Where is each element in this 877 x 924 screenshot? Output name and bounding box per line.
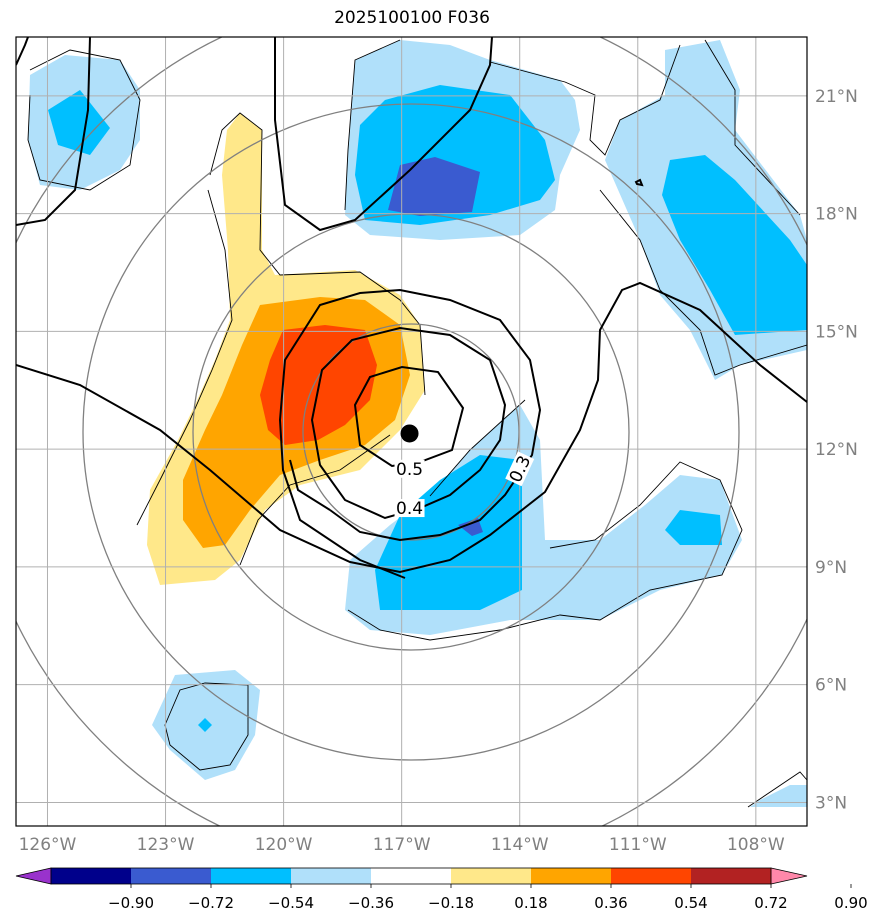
thin-contours: [27, 39, 807, 808]
x-tick-labels: 126°W 123°W 120°W 117°W 114°W 111°W 108°W: [19, 835, 785, 855]
colorbar-extend-high: [770, 867, 808, 885]
contour-label-bg: [505, 451, 535, 487]
y-tick-label: 9°N: [815, 558, 847, 578]
colorbar: −0.90 −0.72 −0.54 −0.36 −0.18 0.18 0.36 0.54 0.7…: [15, 867, 868, 912]
colorbar-segment: [51, 868, 132, 884]
contour-label: 0.5: [396, 460, 423, 480]
y-tick-labels: 21°N 18°N 15°N 12°N 9°N 6°N 3°N: [815, 87, 858, 814]
fill-neg-036: [48, 90, 110, 155]
colorbar-segment: [291, 868, 372, 884]
y-tick-label: 3°N: [815, 793, 847, 813]
map-frame: [15, 36, 808, 827]
fill-neg-054: [458, 518, 483, 536]
contour-label: 0.4: [396, 499, 423, 519]
colorbar-tick-label: 0.18: [514, 894, 547, 912]
colorbar-segment: [371, 868, 452, 884]
x-tick-label: 117°W: [373, 835, 431, 855]
gridlines: [16, 37, 807, 826]
colorbar-tick-label: 0.36: [594, 894, 627, 912]
colorbar-tick-label: −0.72: [188, 894, 234, 912]
contour-labels: 0.50.40.3: [394, 451, 535, 519]
colorbar-tick-label: 0.54: [674, 894, 707, 912]
colorbar-segment: [531, 868, 612, 884]
y-tick-label: 6°N: [815, 676, 847, 696]
chart-title: 2025100100 F036: [334, 8, 490, 28]
y-tick-label: 18°N: [815, 205, 858, 225]
colorbar-segment: [611, 868, 692, 884]
x-tick-label: 114°W: [491, 835, 549, 855]
center-marker: [400, 424, 419, 443]
colorbar-segment: [211, 868, 292, 884]
x-tick-label: 123°W: [137, 835, 195, 855]
colorbar-segment: [131, 868, 212, 884]
fill-neg-036: [665, 510, 722, 545]
y-tick-label: 12°N: [815, 440, 858, 460]
colorbar-tick-label: −0.18: [428, 894, 474, 912]
x-tick-label: 126°W: [19, 835, 77, 855]
fill-neg-018: [750, 785, 807, 807]
colorbar-tick-label: −0.36: [348, 894, 394, 912]
colorbar-tick-label: −0.90: [108, 894, 154, 912]
fill-neg-036: [662, 155, 807, 335]
contour-label-bg: [394, 499, 425, 518]
colorbar-segment: [451, 868, 532, 884]
colorbar-tick-label: 0.90: [834, 894, 867, 912]
y-tick-label: 15°N: [815, 322, 858, 342]
colorbar-tick-label: 0.72: [754, 894, 787, 912]
thick-contours: [16, 37, 807, 579]
colorbar-frame: [50, 867, 772, 885]
fill-neg-054: [388, 157, 480, 216]
colorbar-tick-label: −0.54: [268, 894, 314, 912]
x-tick-label: 111°W: [609, 835, 667, 855]
contour-label-bg: [394, 459, 425, 478]
map-area: [16, 37, 807, 826]
x-tick-label: 120°W: [255, 835, 313, 855]
colorbar-extend-low: [15, 867, 52, 885]
y-tick-label: 21°N: [815, 87, 858, 107]
x-tick-label: 108°W: [727, 835, 785, 855]
fill-neg-036: [198, 718, 212, 732]
colorbar-segment: [691, 868, 772, 884]
